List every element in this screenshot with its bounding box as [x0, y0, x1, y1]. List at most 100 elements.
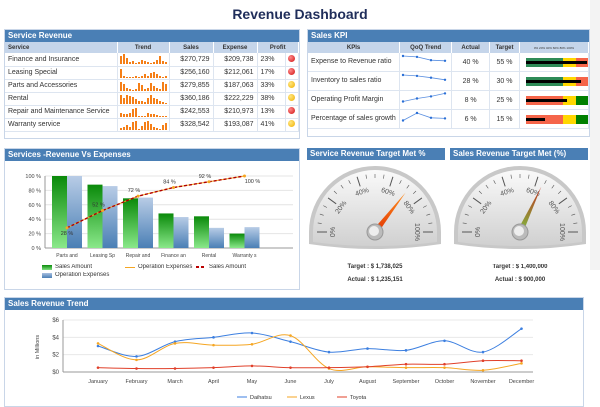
gauge-tick	[317, 222, 322, 224]
spark-bar	[119, 127, 122, 130]
bar-operation-expenses	[67, 176, 82, 248]
spark-bar	[152, 126, 155, 130]
profit-value: 33%	[257, 79, 286, 93]
line-point	[172, 186, 175, 190]
x-tick-label: April	[208, 379, 219, 385]
kpi-target: 15 %	[489, 109, 520, 129]
bullet-chart	[519, 109, 589, 129]
gauge-tick	[422, 205, 427, 208]
x-tick-label: Finance an	[161, 253, 186, 259]
kpi-name: Percentage of sales growth	[308, 109, 401, 129]
line-point	[65, 226, 69, 230]
gauge-hub-cap	[514, 226, 524, 236]
status-indicator	[285, 92, 299, 106]
spark-bar	[155, 60, 158, 65]
data-label: 52 %	[92, 203, 105, 209]
spark-bar	[161, 61, 164, 65]
col-profit: Profit	[257, 42, 299, 53]
spark-bar	[143, 101, 146, 104]
point-lexus	[96, 342, 100, 345]
y-tick-label: 0 %	[32, 246, 42, 252]
line-point	[136, 194, 140, 198]
spark-bar	[155, 73, 158, 78]
legend-label-lexus: Lexus	[300, 395, 315, 401]
spark-bar	[119, 68, 122, 78]
gauge-tick	[528, 174, 530, 179]
gauge-tick	[426, 213, 431, 216]
bar-operation-expenses	[102, 186, 118, 248]
point-lexus	[443, 366, 446, 369]
gauge-tick	[510, 174, 512, 179]
spark-bar	[155, 114, 158, 117]
profit-value: 13%	[257, 105, 286, 119]
spark-bar	[137, 62, 140, 65]
status-indicator	[285, 53, 299, 67]
point-toyota	[289, 366, 292, 369]
profit-value: 23%	[257, 53, 286, 67]
spark-bar	[140, 75, 143, 78]
qoq-sparkline	[399, 109, 453, 129]
point-toyota	[173, 367, 177, 370]
trend-header: Sales Revenue Trend	[5, 298, 583, 310]
point-daihatsu	[250, 331, 254, 335]
gauge-tick	[485, 184, 489, 189]
spark-bar	[152, 85, 155, 91]
line-daihatsu	[97, 328, 522, 357]
spark-bar	[128, 126, 131, 130]
col-expense: Expense	[213, 42, 258, 53]
qoq-point	[429, 116, 433, 119]
spark-bar	[143, 88, 146, 91]
bullet-chart	[519, 90, 589, 110]
x-tick-label: February	[125, 379, 147, 385]
gauge2-header: Sales Revenue Target Met (%)	[450, 148, 588, 160]
service-name: Finance and Insurance	[5, 53, 118, 67]
spark-bar	[146, 62, 149, 65]
gauge-tick-label: 60%	[380, 187, 395, 198]
status-indicator	[285, 79, 299, 93]
bullet-band	[575, 76, 588, 86]
bar-sales-amount	[52, 176, 67, 248]
expense-value: $209,738	[213, 53, 258, 67]
spark-bar	[131, 108, 134, 117]
bullet-chart	[519, 71, 589, 91]
gauge-tick	[551, 184, 555, 189]
spark-bar	[158, 75, 161, 78]
bar-sales-amount	[123, 198, 138, 248]
data-label: 92 %	[199, 174, 212, 180]
spark-bar	[131, 76, 134, 78]
gauge-tick-label: 40%	[499, 187, 514, 198]
gauge-sales-revenue: 0%20%40% 60%80%100%	[454, 166, 586, 249]
point-lexus	[404, 366, 408, 369]
point-lexus	[212, 343, 215, 347]
service-row: Leasing Special $256,160 $212,061 17%	[5, 66, 299, 80]
spark-bar	[158, 115, 161, 117]
x-tick-label: Parts and	[56, 253, 78, 259]
bullet-band	[575, 95, 588, 105]
spark-bar	[149, 72, 152, 78]
status-indicator	[285, 118, 299, 132]
kpi-name: Inventory to sales ratio	[308, 71, 401, 91]
spark-bar	[131, 61, 134, 65]
spark-bar	[134, 63, 137, 65]
spark-bar	[140, 100, 143, 104]
qoq-point	[429, 95, 433, 98]
point-daihatsu	[366, 347, 369, 350]
expense-value: $212,061	[213, 66, 258, 80]
point-lexus	[520, 362, 523, 365]
gauge-tick	[567, 205, 572, 208]
legend-label-toyota: Toyota	[350, 395, 367, 401]
service-row: Warranty service $328,542 $193,087 41%	[5, 118, 299, 132]
point-lexus	[481, 368, 485, 372]
point-lexus	[173, 342, 177, 345]
spark-bar	[146, 87, 149, 91]
gauge-tick-label: 40%	[354, 187, 369, 198]
spark-bar	[161, 76, 164, 78]
status-dot-icon	[288, 120, 296, 127]
y-tick-label: 100 %	[25, 174, 41, 180]
qoq-line	[402, 112, 446, 121]
x-tick-label: Leasing Sp	[90, 253, 115, 259]
service-row: Repair and Maintenance Service $242,553 …	[5, 105, 299, 119]
status-dot-icon	[288, 68, 296, 75]
trend-chart: $0 $2 $4 $6 in Millions January February March A…	[35, 318, 534, 401]
y-tick-label: $2	[52, 353, 59, 359]
